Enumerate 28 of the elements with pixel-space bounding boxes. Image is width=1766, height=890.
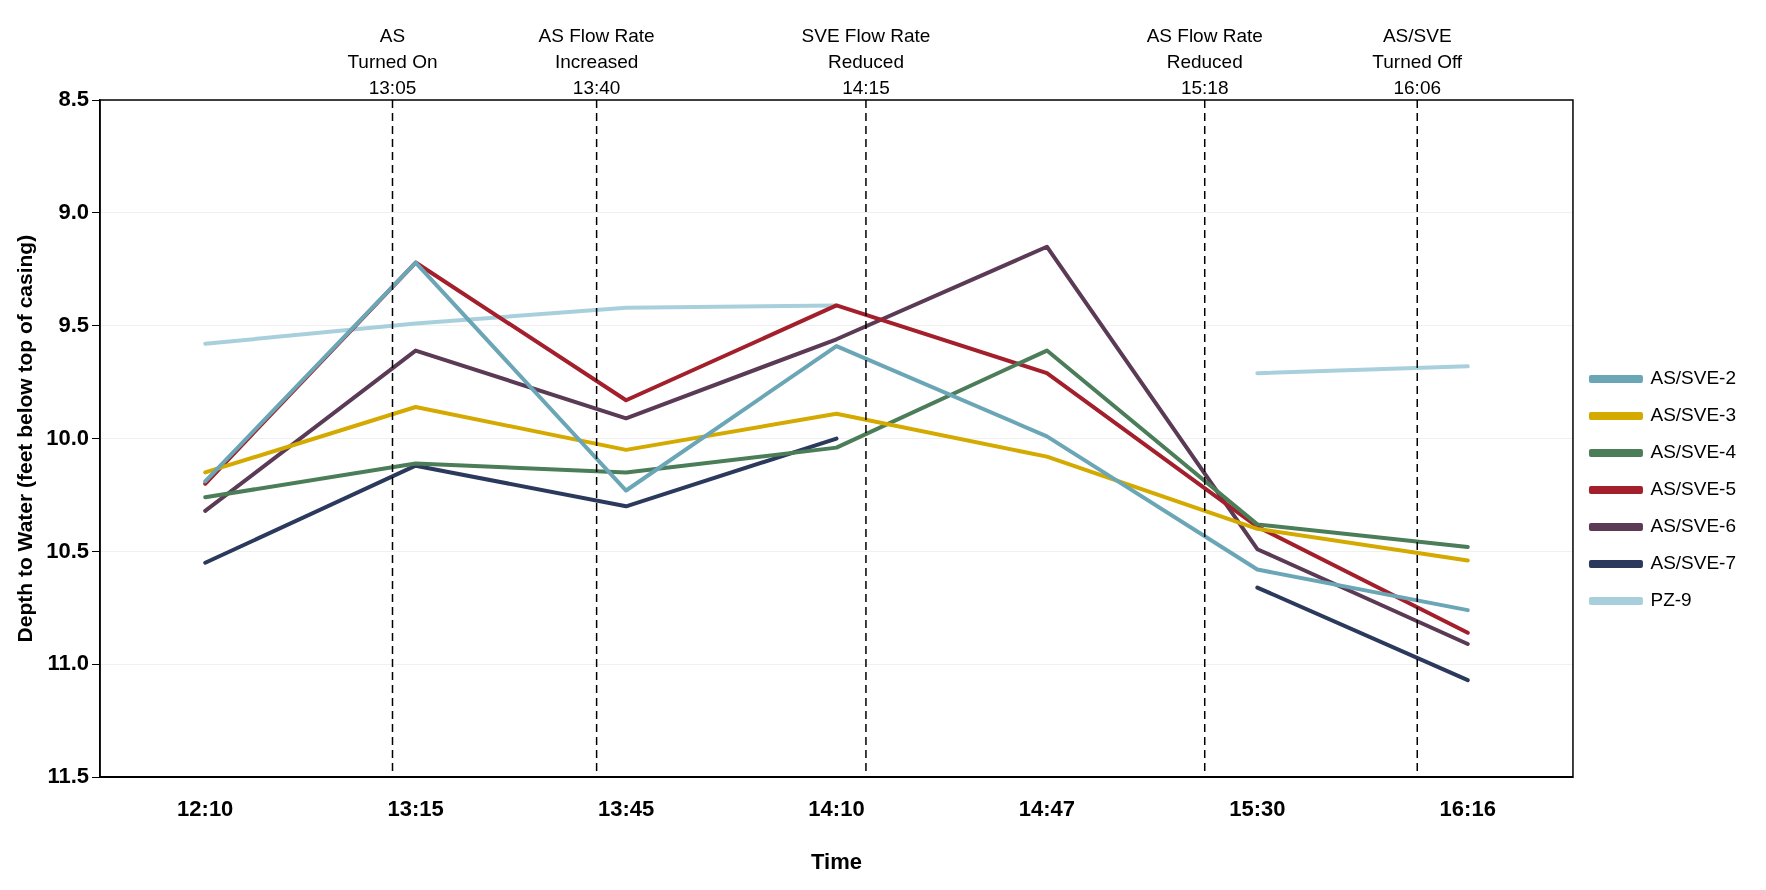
y-axis-title: Depth to Water (feet below top of casing) [13, 234, 37, 643]
x-tick-label: 12:10 [177, 796, 234, 822]
text: SVE Flow Rate Reduced 14:15 [801, 24, 931, 98]
y-tick-label: 10.0 [46, 424, 90, 450]
legend-label: AS/SVE-2 [1650, 367, 1737, 389]
x-axis-title: Time [811, 848, 862, 874]
y-tick-label: 11.0 [47, 650, 90, 676]
y-tick-label: 9.0 [58, 198, 90, 224]
legend-label: PZ-9 [1650, 589, 1692, 611]
y-tick-label: 11.5 [47, 763, 90, 789]
x-tick-label: 14:10 [808, 796, 865, 822]
y-tick-label: 9.5 [58, 311, 90, 337]
y-tick-label: 10.5 [46, 537, 90, 563]
legend-label: AS/SVE-7 [1650, 552, 1737, 574]
legend-label: AS/SVE-4 [1650, 441, 1737, 463]
y-tick-label: 8.5 [58, 86, 90, 112]
text: AS/SVE Turned Off 16:06 [1372, 24, 1463, 98]
text: AS Flow Rate Increased 13:40 [538, 24, 655, 98]
x-tick-label: 16:16 [1439, 796, 1496, 822]
legend-label: AS/SVE-3 [1650, 404, 1737, 426]
x-tick-label: 14:47 [1018, 796, 1076, 822]
text: AS Flow Rate Reduced 15:18 [1146, 24, 1263, 98]
legend-label: AS/SVE-5 [1650, 478, 1737, 500]
x-tick-label: 13:15 [387, 796, 444, 822]
legend-label: AS/SVE-6 [1650, 515, 1737, 537]
x-tick-label: 15:30 [1229, 796, 1286, 822]
x-tick-label: 13:45 [597, 796, 655, 822]
text: AS Turned On 13:05 [347, 24, 438, 98]
